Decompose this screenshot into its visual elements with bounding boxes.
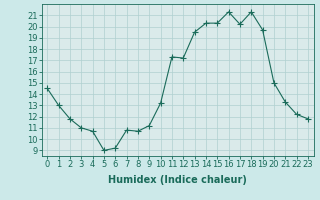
X-axis label: Humidex (Indice chaleur): Humidex (Indice chaleur) [108,175,247,185]
